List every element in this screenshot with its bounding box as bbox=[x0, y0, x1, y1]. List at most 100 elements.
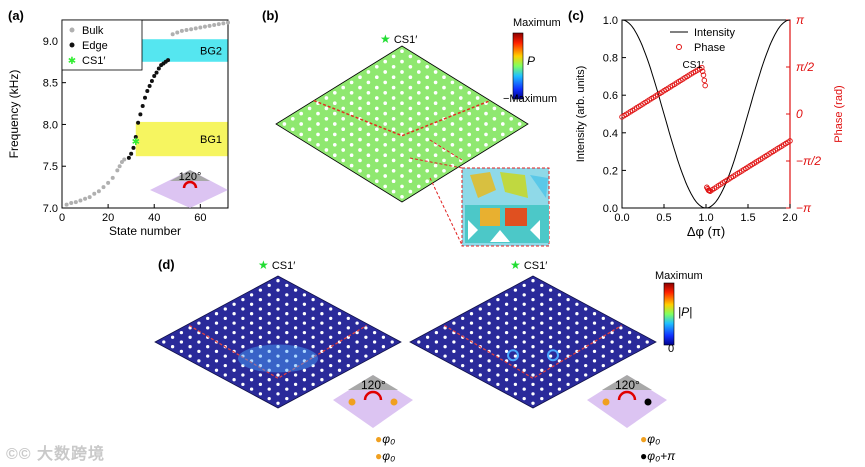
data-point-edge bbox=[166, 58, 171, 63]
panel-d-legend-right-1: ●φ₀ bbox=[640, 432, 661, 446]
lattice-hole bbox=[416, 122, 421, 126]
x-tick-label: 2.0 bbox=[782, 212, 797, 224]
lattice-hole bbox=[557, 321, 562, 325]
lattice-hole bbox=[592, 312, 597, 316]
lattice-hole bbox=[540, 387, 544, 391]
data-point-bulk bbox=[207, 23, 212, 28]
lattice-hole bbox=[341, 148, 346, 152]
lattice-hole bbox=[366, 174, 371, 178]
lattice-hole bbox=[383, 174, 388, 178]
lattice-hole bbox=[627, 349, 632, 354]
lattice-hole bbox=[487, 340, 491, 344]
lattice-hole bbox=[484, 132, 488, 137]
lattice-hole bbox=[349, 90, 354, 95]
lattice-hole bbox=[276, 288, 280, 292]
lattice-hole bbox=[408, 127, 413, 132]
lattice-hole bbox=[374, 168, 379, 173]
lattice-hole bbox=[408, 116, 413, 121]
lattice-hole bbox=[232, 312, 236, 316]
lattice-hole bbox=[267, 349, 271, 354]
lattice-hole bbox=[469, 368, 474, 372]
lattice-hole bbox=[311, 297, 315, 302]
lattice-hole bbox=[337, 321, 342, 325]
lattice-hole bbox=[645, 340, 649, 344]
data-point-bulk bbox=[198, 25, 203, 30]
lattice-hole bbox=[302, 312, 307, 316]
lattice-hole bbox=[299, 132, 304, 137]
lattice-hole bbox=[206, 326, 210, 330]
lattice-hole bbox=[434, 340, 439, 344]
lattice-hole bbox=[513, 392, 518, 396]
lattice-hole bbox=[374, 158, 379, 163]
lattice-hole bbox=[302, 330, 307, 335]
lattice-hole bbox=[408, 168, 413, 173]
lattice-hole bbox=[400, 153, 404, 158]
lattice-hole bbox=[311, 326, 315, 330]
data-point-bulk bbox=[101, 185, 106, 190]
lattice-hole bbox=[341, 116, 346, 121]
lattice-hole bbox=[267, 293, 271, 297]
lattice-hole bbox=[391, 64, 396, 69]
panel-d-wedge-right bbox=[587, 375, 667, 428]
lattice-hole bbox=[467, 122, 472, 126]
lattice-hole bbox=[276, 307, 280, 311]
lattice-hole bbox=[584, 316, 588, 321]
lattice-hole bbox=[531, 279, 535, 283]
lattice-hole bbox=[408, 75, 413, 80]
lattice-hole bbox=[364, 345, 368, 349]
plot-frame bbox=[61, 19, 229, 209]
lattice-hole bbox=[241, 363, 245, 368]
lattice-hole bbox=[324, 148, 329, 152]
star-icon: ★ bbox=[380, 32, 391, 46]
legend-label: Intensity bbox=[694, 27, 735, 39]
band-label-bg2: BG2 bbox=[200, 45, 222, 57]
lattice-hole bbox=[548, 316, 553, 321]
lattice-hole bbox=[285, 302, 289, 306]
lattice-hole bbox=[320, 378, 324, 382]
data-point-bulk bbox=[92, 191, 97, 196]
data-point-bulk bbox=[110, 175, 115, 180]
data-point-edge bbox=[126, 155, 131, 160]
lattice-hole bbox=[381, 345, 386, 349]
wedge-arc bbox=[182, 180, 198, 189]
lattice-hole bbox=[575, 349, 579, 354]
lattice-hole bbox=[170, 335, 175, 339]
lattice-hole bbox=[302, 359, 307, 363]
lattice-hole bbox=[433, 80, 438, 85]
lattice-hole bbox=[358, 137, 362, 142]
legend-marker: ✱ bbox=[68, 56, 76, 67]
lattice-hole bbox=[522, 312, 526, 316]
lattice-hole bbox=[513, 354, 518, 358]
lattice-hole bbox=[548, 382, 553, 387]
lattice-hole bbox=[358, 127, 362, 132]
lattice-hole bbox=[374, 106, 379, 111]
lattice-hole bbox=[170, 345, 175, 349]
lattice-hole bbox=[249, 330, 254, 335]
lattice-hole bbox=[425, 148, 430, 152]
lattice-hole bbox=[416, 70, 421, 74]
lattice-hole bbox=[566, 363, 570, 368]
lattice-hole bbox=[452, 340, 456, 344]
lattice-hole bbox=[458, 116, 463, 121]
lattice-hole bbox=[610, 340, 614, 344]
lattice-hole bbox=[416, 153, 421, 158]
lattice-hole bbox=[391, 179, 396, 184]
lattice-hole bbox=[425, 116, 430, 121]
lattice-hole bbox=[267, 359, 271, 363]
lattice-hole bbox=[442, 75, 446, 80]
lattice-hole bbox=[496, 297, 500, 302]
phase-point bbox=[787, 138, 793, 144]
lattice-hole bbox=[285, 396, 289, 401]
lattice-hole bbox=[316, 142, 320, 147]
lattice-hole bbox=[349, 153, 354, 158]
lattice-hole bbox=[391, 127, 396, 132]
lattice-hole bbox=[285, 321, 289, 325]
lattice-hole bbox=[366, 163, 371, 168]
lattice-hole bbox=[311, 316, 315, 321]
lattice-hole bbox=[522, 368, 526, 372]
lattice-hole bbox=[500, 111, 505, 116]
lattice-hole bbox=[487, 302, 491, 306]
lattice-hole bbox=[548, 392, 553, 396]
wedge-grey bbox=[170, 170, 210, 181]
lattice-hole bbox=[383, 132, 388, 137]
